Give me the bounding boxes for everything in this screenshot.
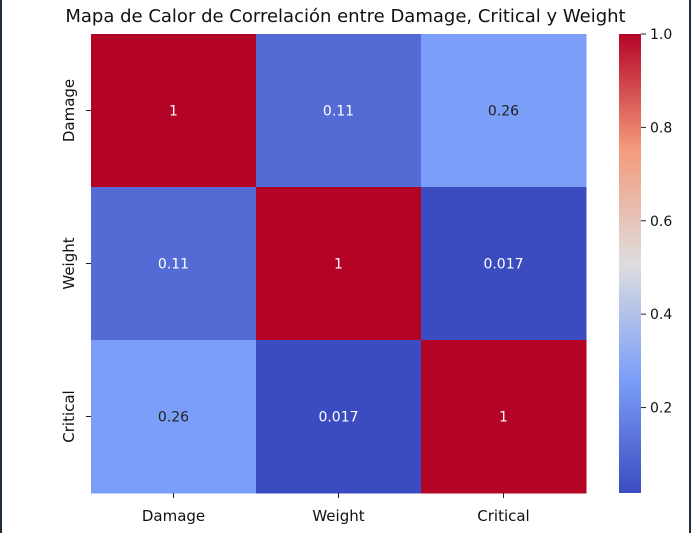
heatmap-cell-damage-critical — [421, 34, 587, 188]
heatmap-cell-weight-damage — [91, 187, 257, 341]
x-axis-labels: Damage Weight Critical — [142, 493, 530, 525]
cell-annotation: 0.017 — [483, 257, 523, 273]
colorbar-tick-label: 0.4 — [650, 307, 672, 323]
x-tick-label-damage: Damage — [142, 507, 205, 525]
x-tick-label-weight: Weight — [312, 507, 364, 525]
y-tick-label-weight: Weight — [60, 237, 78, 289]
colorbar-tick-label: 0.6 — [650, 214, 672, 230]
heatmap-cell-critical-critical — [421, 340, 587, 494]
cell-annotation: 0.017 — [318, 410, 358, 426]
heatmap-cell-damage-weight — [256, 34, 422, 188]
heatmap-cell-damage-damage — [91, 34, 257, 188]
cell-annotation: 0.11 — [158, 257, 189, 273]
cell-annotation: 0.26 — [158, 410, 189, 426]
colorbar-tick-label: 0.2 — [650, 401, 672, 417]
heatmap-cell-weight-critical — [421, 187, 587, 341]
heatmap-cell-critical-damage — [91, 340, 257, 494]
y-tick-label-critical: Critical — [60, 390, 78, 442]
heatmap-cell-weight-weight — [256, 187, 422, 341]
cell-annotation: 1 — [169, 104, 178, 120]
y-tick-label-damage: Damage — [60, 79, 78, 142]
cell-annotation: 1 — [499, 410, 508, 426]
heatmap-cells: 1 0.11 0.26 0.11 1 0.017 0.26 0.017 1 — [91, 34, 587, 494]
cell-annotation: 1 — [334, 257, 343, 273]
cell-annotation: 0.11 — [323, 104, 354, 120]
cell-annotation: 0.26 — [488, 104, 519, 120]
colorbar: 0.2 0.4 0.6 0.8 1.0 — [619, 27, 672, 493]
colorbar-tick-label: 0.8 — [650, 120, 672, 136]
x-tick-label-critical: Critical — [477, 507, 529, 525]
colorbar-tick-label: 1.0 — [650, 27, 672, 43]
heatmap-cell-critical-weight — [256, 340, 422, 494]
colorbar-gradient — [619, 34, 641, 493]
chart-title: Mapa de Calor de Correlación entre Damag… — [65, 6, 626, 27]
y-axis-labels: Damage Weight Critical — [60, 79, 91, 443]
